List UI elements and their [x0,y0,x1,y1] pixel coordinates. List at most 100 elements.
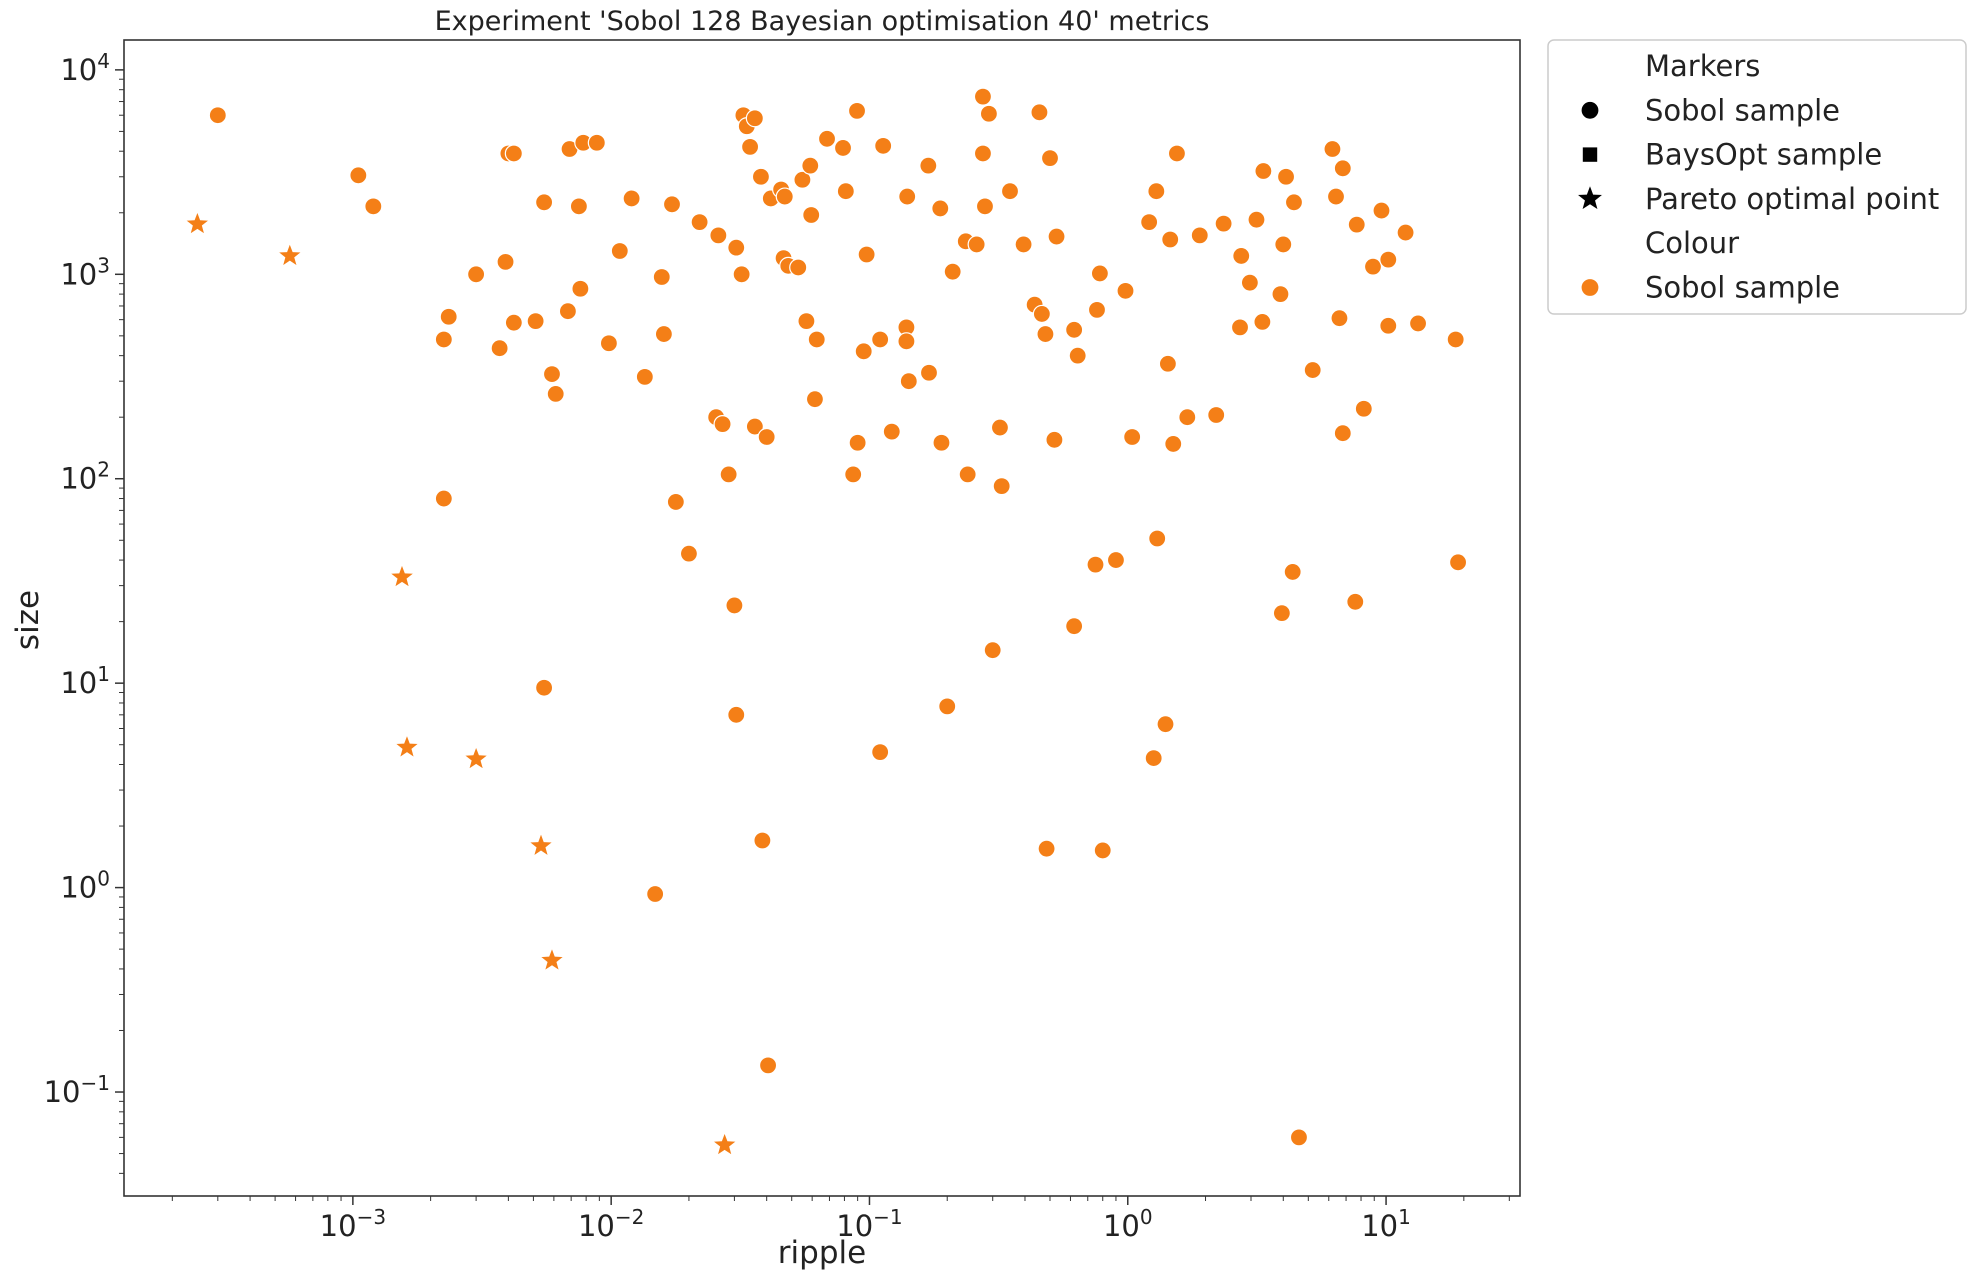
sobol-point [1232,246,1251,266]
sobol-point [535,678,554,697]
sobol-point [1230,318,1250,337]
sobol-point [654,324,673,344]
sobol-point [1144,748,1163,768]
sobol-point [662,195,682,214]
sobol-point [569,197,588,216]
sobol-point [690,213,709,232]
sobol-point [1065,320,1084,339]
sobol-point [1333,159,1352,178]
sobol-point [897,332,916,351]
legend-marker-square [1582,147,1598,162]
x-axis-label: ripple [778,1235,866,1271]
x-tick-label: 101 [1361,1205,1411,1243]
sobol-point [727,238,746,257]
sobol-point [1323,139,1342,159]
sobol-point [666,492,685,512]
sobol-point [847,101,867,120]
sobol-point [1396,223,1415,242]
sobol-point [526,312,545,331]
sobol-point [789,258,808,277]
sobol-point [1448,553,1468,572]
sobol-point [1093,841,1112,860]
legend-marker-star [1575,183,1605,211]
sobol-point [938,697,957,716]
sobol-point [745,109,764,128]
sobol-point [797,312,816,331]
sobol-point [745,417,764,436]
data-points [184,87,1468,1157]
sobol-point [1379,316,1398,335]
sobol-point [1274,235,1293,254]
sobol-point [1158,354,1177,373]
sobol-point [836,182,855,201]
sobol-point [490,339,509,358]
sobol-point [882,422,901,441]
sobol-point [599,334,619,353]
sobol-point [992,477,1011,496]
sobol-point [1303,360,1322,380]
sobol-point [727,705,746,724]
sobol-point [1065,617,1084,636]
chart-title: Experiment 'Sobol 128 Bayesian optimisat… [435,6,1210,37]
legend-marker-circle [1580,277,1600,298]
y-axis-label: size [10,590,46,650]
sobol-point [975,197,995,216]
sobol-point [1148,529,1167,548]
sobol-point [874,136,893,155]
pareto-point [539,947,565,972]
sobol-point [1276,167,1296,186]
sobol-point [467,265,486,284]
sobol-point [1408,314,1428,333]
sobol-point [943,262,962,281]
sobol-point [1333,424,1352,443]
sobol-point [757,427,776,447]
sobol-point [1068,346,1087,365]
sobol-point [775,187,794,206]
legend-label: Sobol sample [1645,271,1840,305]
sobol-point [610,241,629,261]
x-tick-label: 10−1 [836,1205,902,1243]
sobol-point [1106,550,1126,570]
sobol-point [1036,324,1055,344]
sobol-point [635,367,654,386]
sobol-point [571,279,590,298]
sobol-point [979,104,999,123]
sobol-point [898,187,917,206]
sobol-point [558,302,578,321]
sobol-point [1284,193,1304,212]
axis-ticks: 10−3 10−2 10−1 100 101 10−1 100 101 102 103 104 [44,49,1510,1243]
x-tick-label: 100 [1103,1205,1153,1243]
sobol-point [546,384,565,403]
sobol-point [1363,257,1383,276]
sobol-point [753,831,772,850]
sobol-point [1372,201,1391,220]
sobol-point [802,205,821,225]
legend: Markers Sobol sample BaysOpt sample Pareto … [1547,39,1967,315]
sobol-point [871,330,890,349]
sobol-point [801,156,820,175]
sobol-point [931,199,950,218]
pareto-point [711,1131,738,1157]
sobol-point [848,433,867,452]
sobol-point [1087,300,1107,319]
sobol-point [1379,250,1398,269]
sobol-point [709,226,728,245]
sobol-point [1000,182,1020,201]
sobol-point [857,245,876,264]
sobol-point [1254,161,1273,181]
sobol-point [1156,715,1175,734]
sobol-point [732,265,751,284]
sobol-point [1037,839,1056,858]
sobol-point [793,170,812,189]
sobol-point [805,390,825,409]
y-tick-label: 102 [60,458,110,496]
sobol-point [1207,405,1226,425]
sobol-point [679,544,699,563]
legend-box [1547,39,1967,315]
pareto-point [463,745,489,771]
sobol-point [1123,427,1142,447]
sobol-point [725,596,744,615]
sobol-point [496,252,515,271]
sobol-point [646,884,665,904]
sobol-point [364,197,383,216]
